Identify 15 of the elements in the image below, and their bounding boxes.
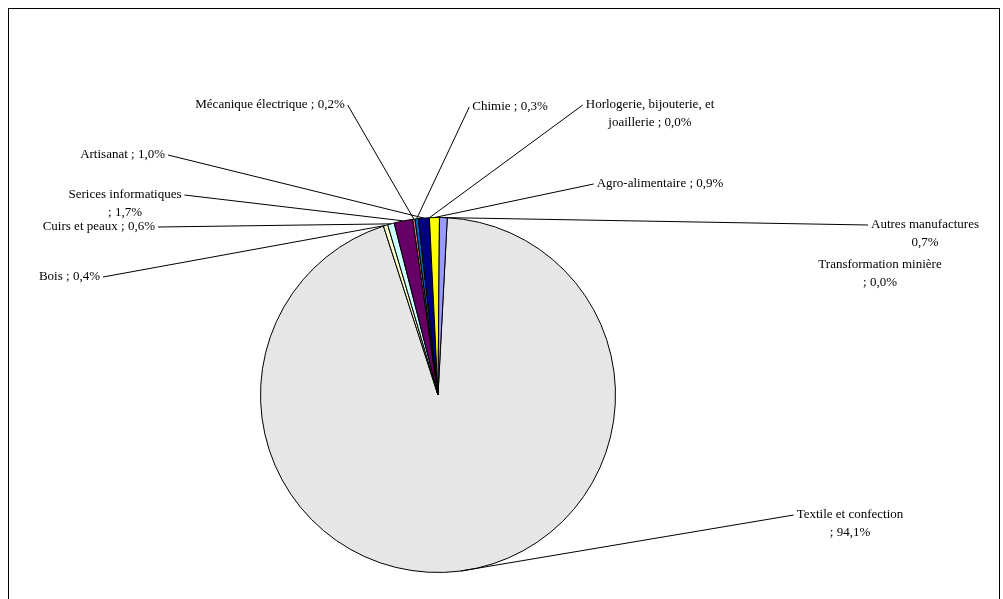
slice-label: Serices informatiques	[68, 186, 182, 202]
slice-label: Bois ; 0,4%	[38, 268, 101, 284]
data-label: ; 94,1%	[829, 524, 871, 540]
data-label: ; 1,7%	[108, 204, 143, 220]
text: ; 0,0%	[863, 274, 897, 290]
slice-label: Cuirs et peaux ; 0,6%	[42, 218, 156, 234]
slice-label: Artisanat ; 1,0%	[80, 146, 166, 162]
data-label: 0,7%	[911, 234, 939, 250]
slice-label: Textile et confection	[796, 506, 904, 522]
slice-label: Mécanique électrique ; 0,2%	[195, 96, 345, 112]
category-label: Horlogerie, bijouterie, et joaillerie ; 0,0%	[585, 96, 715, 130]
slice-label: Autres manufactures	[871, 216, 979, 232]
category-label: Transformation minière	[818, 256, 942, 272]
slice-label: Chimie ; 0,3%	[472, 98, 548, 114]
slice-label: Agro-alimentaire ; 0,9%	[596, 175, 724, 191]
